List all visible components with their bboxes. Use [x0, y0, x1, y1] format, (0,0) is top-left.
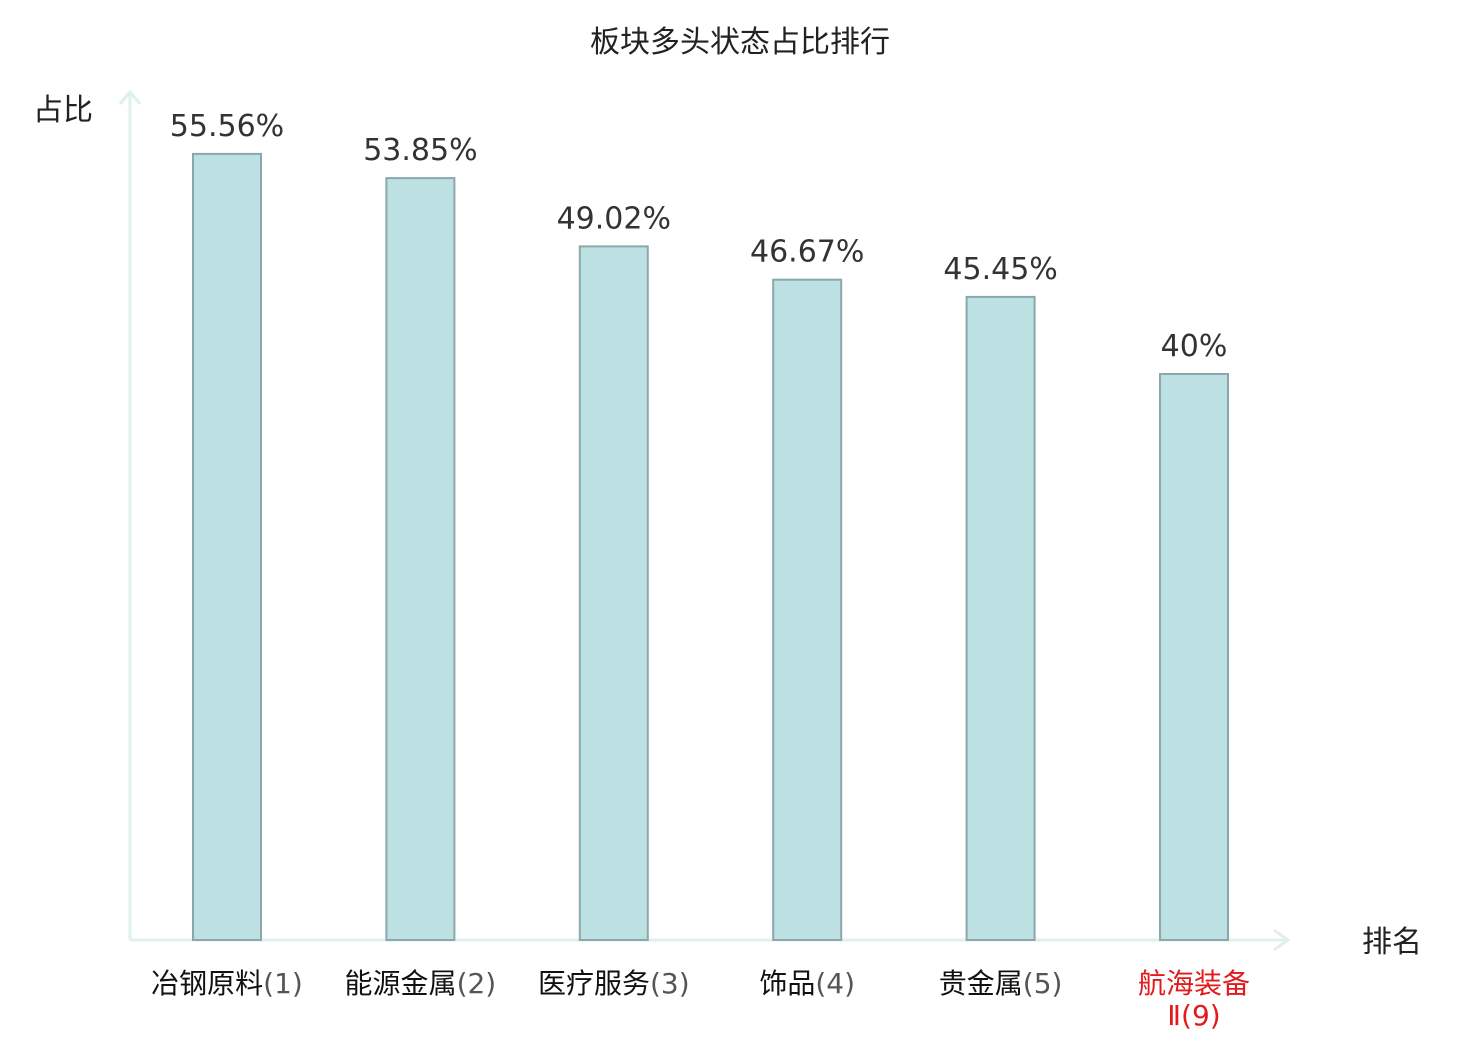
category-label: 冶钢原料(1)	[151, 967, 303, 1000]
category-label: 饰品(4)	[759, 967, 855, 1000]
category-label: 能源金属(2)	[345, 967, 497, 1000]
category-name: 冶钢原料	[151, 967, 263, 1000]
category-name: 饰品	[759, 967, 815, 1000]
category-rank: (5)	[1023, 967, 1063, 1000]
bars-group	[192, 152, 1229, 942]
category-rank-label: Ⅱ(9)	[1167, 999, 1220, 1032]
bar	[578, 245, 649, 941]
y-axis-arrow-icon	[118, 89, 142, 105]
bar	[385, 177, 456, 942]
value-label: 53.85%	[363, 133, 477, 168]
value-labels-group: 55.56% 53.85% 49.02% 46.67% 45.45% 40%	[170, 109, 1228, 364]
value-label: 40%	[1161, 329, 1228, 364]
category-label: 贵金属(5)	[939, 967, 1063, 1000]
chart-title: 板块多头状态占比排行	[590, 25, 890, 60]
category-rank: (3)	[650, 967, 690, 1000]
x-axis-label: 排名	[1362, 925, 1422, 960]
category-rank: (1)	[263, 967, 303, 1000]
bar	[192, 152, 262, 941]
category-name: 能源金属	[345, 967, 457, 1000]
category-label: 医疗服务(3)	[538, 967, 690, 1000]
category-name: 医疗服务	[538, 967, 650, 1000]
value-label: 46.67%	[750, 235, 864, 270]
value-label: 45.45%	[943, 252, 1057, 287]
x-axis-arrow-icon	[1273, 928, 1291, 952]
axes	[118, 89, 1291, 952]
bar	[772, 278, 843, 941]
category-name: 贵金属	[939, 967, 1023, 1000]
value-label: 49.02%	[557, 201, 671, 236]
bar	[1159, 373, 1229, 941]
y-axis-label: 占比	[33, 93, 93, 128]
category-rank: (4)	[815, 967, 855, 1000]
category-rank: (2)	[457, 967, 497, 1000]
category-label: 航海装备	[1138, 967, 1250, 1000]
value-label: 55.56%	[170, 109, 284, 144]
bar	[965, 295, 1036, 941]
